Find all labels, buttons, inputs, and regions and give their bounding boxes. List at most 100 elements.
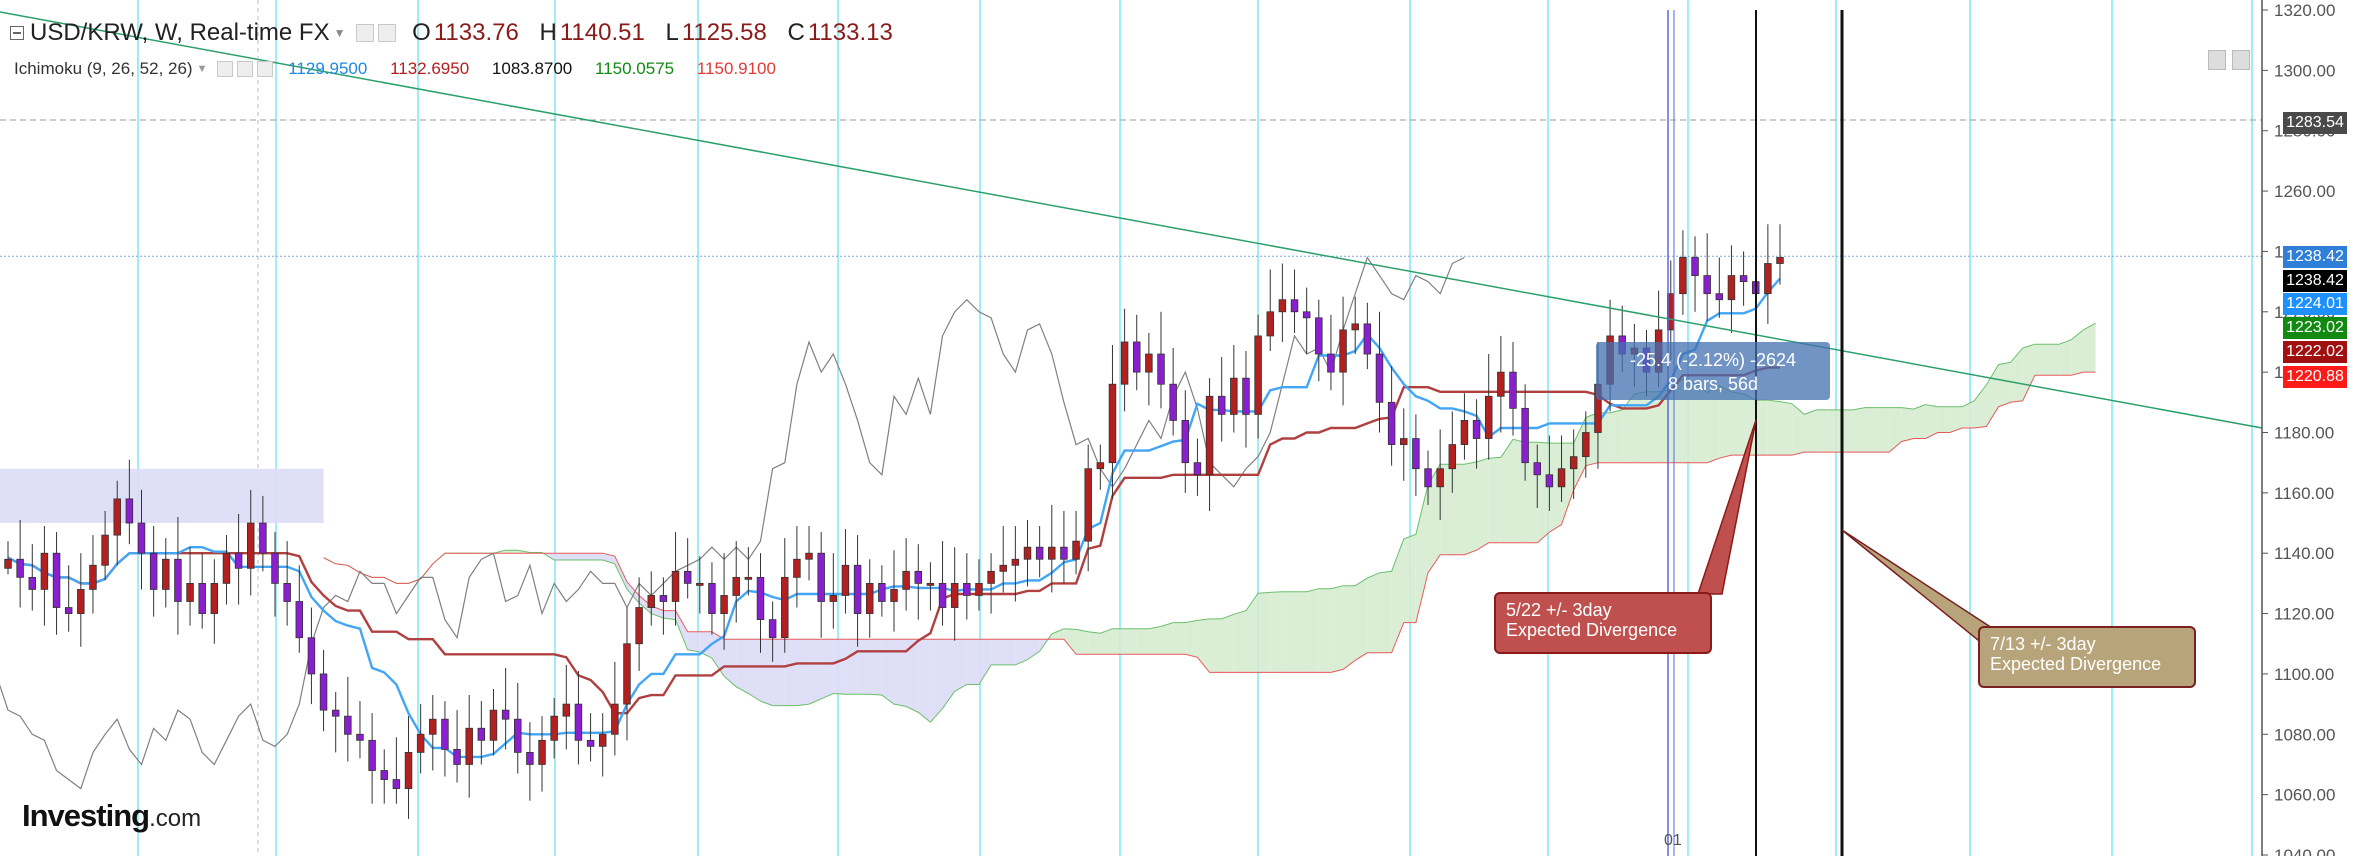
candle-body — [1217, 395, 1226, 415]
candle-body — [526, 751, 534, 765]
candle-body — [1278, 299, 1287, 313]
collapse-icon[interactable] — [10, 25, 24, 40]
candle-body — [1582, 432, 1590, 458]
candle-body — [1533, 462, 1541, 476]
candle-body — [720, 595, 728, 614]
cloud-segment — [1998, 362, 2011, 407]
candle-body — [926, 582, 935, 586]
measure-bars: 8 bars, 56d — [1667, 374, 1759, 394]
settings-icon[interactable] — [377, 23, 396, 42]
cloud-segment — [1051, 628, 1064, 640]
candle-body — [137, 522, 146, 554]
cloud-segment — [1415, 484, 1429, 623]
cloud-segment — [1755, 400, 1768, 456]
settings-icon[interactable] — [237, 60, 254, 77]
candle-body — [586, 739, 595, 747]
candle-body — [963, 582, 971, 596]
candle-body — [1363, 323, 1372, 355]
candle-body — [1691, 257, 1699, 276]
candle-body — [999, 564, 1007, 572]
drawings — [0, 10, 2263, 856]
cloud-segment — [639, 595, 652, 614]
candle-body — [793, 558, 801, 578]
cloud-segment — [2010, 348, 2023, 403]
cloud-segment — [566, 553, 579, 561]
candle-body — [1569, 456, 1578, 470]
cloud-segment — [2083, 323, 2096, 373]
cloud-segment — [1925, 404, 1938, 439]
annotation-7-13[interactable]: 7/13 +/- 3day Expected Divergence — [1978, 626, 2196, 688]
candle-body — [319, 673, 328, 711]
trend-line — [0, 11, 2263, 429]
cloud-segment — [1707, 385, 1720, 463]
cloud-segment — [1330, 585, 1344, 673]
price-tag-tenkan: 1224.01 — [2283, 293, 2347, 315]
candle-body — [829, 595, 838, 602]
cloud-segment — [554, 553, 567, 561]
candle-body — [283, 582, 291, 602]
candle-body — [1521, 407, 1529, 464]
cloud-segment — [966, 639, 979, 685]
cloud-segment — [857, 639, 870, 695]
cloud-segment — [1610, 409, 1623, 463]
candle-body — [162, 558, 170, 590]
cloud-segment — [1379, 571, 1392, 653]
scroll-down-icon[interactable] — [2232, 50, 2250, 70]
axis-tick-label: 1040.00 — [2274, 846, 2335, 856]
close-icon[interactable] — [257, 60, 274, 77]
cloud-segment — [1015, 639, 1028, 665]
candle-body — [222, 552, 231, 584]
candle-body — [16, 558, 24, 578]
cloud-segment — [0, 468, 324, 524]
cloud-segment — [1974, 384, 1987, 428]
cloud-segment — [809, 639, 822, 705]
indicator-name[interactable]: Ichimoku (9, 26, 52, 26) — [14, 58, 193, 78]
annotation-label: Expected Divergence — [1506, 620, 1678, 640]
ohlc-close: C 1133.13 — [787, 18, 893, 46]
candle-body — [1096, 462, 1105, 470]
candle-body — [404, 751, 413, 790]
candle-body — [380, 770, 388, 780]
candle-body — [1060, 546, 1068, 560]
candle-body — [465, 727, 473, 765]
candle-body — [1266, 311, 1274, 337]
cloud-segment — [1549, 443, 1562, 533]
candle-body — [1351, 323, 1359, 331]
cloud-segment — [1962, 400, 1975, 428]
candle-body — [416, 733, 425, 753]
measure-box[interactable]: -25.4 (-2.12%) -2624 8 bars, 56d — [1596, 342, 1830, 400]
cloud-segment — [1719, 385, 1732, 459]
chevron-down-icon[interactable]: ▼ — [196, 62, 208, 75]
price-tag-span-a: 1223.02 — [2283, 317, 2347, 339]
candle-body — [598, 733, 607, 747]
scroll-up-icon[interactable] — [2208, 50, 2226, 70]
cloud-segment — [1282, 591, 1295, 673]
cloud-segment — [1391, 538, 1404, 653]
cloud-segment — [1877, 407, 1890, 453]
axis-tick-label: 1060.00 — [2274, 786, 2335, 805]
candles — [4, 224, 1784, 819]
price-axis-background — [2262, 0, 2353, 856]
cloud-segment — [942, 639, 955, 709]
candle-body — [210, 582, 219, 614]
candle-body — [865, 582, 874, 614]
cloud-segment — [675, 610, 688, 650]
candle-body — [1400, 438, 1408, 445]
axis-tick-label: 1160.00 — [2274, 484, 2334, 503]
eye-icon[interactable] — [355, 23, 374, 42]
eye-icon[interactable] — [217, 60, 234, 77]
candle-body — [550, 715, 558, 741]
cloud-segment — [1124, 628, 1137, 655]
candle-body — [1703, 275, 1711, 295]
cloud-segment — [1949, 406, 1963, 433]
candle-body — [149, 552, 158, 590]
annotation-5-22[interactable]: 5/22 +/- 3day Expected Divergence — [1494, 592, 1712, 654]
cloud-segment — [1852, 407, 1865, 453]
chevron-down-icon[interactable]: ▼ — [333, 25, 346, 40]
symbol-title[interactable]: USD/KRW, W, Real-time FX — [30, 18, 330, 46]
cloud-segment — [1464, 461, 1477, 555]
ohlc-open: O 1133.76 — [412, 18, 519, 46]
cloud-segment — [505, 550, 518, 554]
candle-body — [623, 643, 631, 705]
